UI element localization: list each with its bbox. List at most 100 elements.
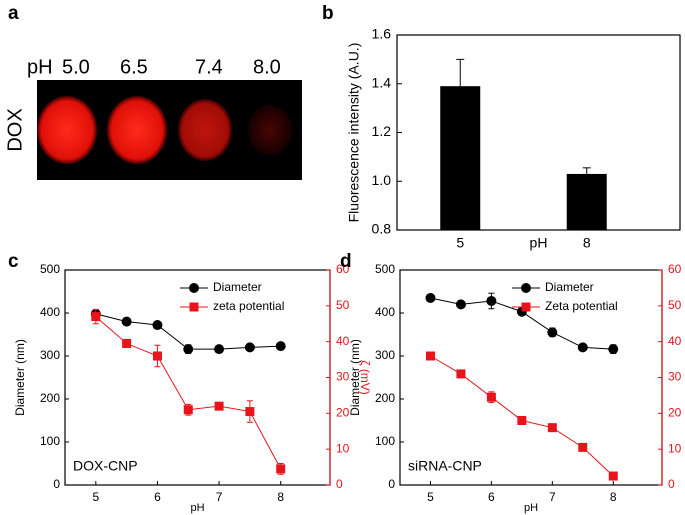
y2-tick-label: 30 (336, 370, 350, 384)
y2-tick-label: 60 (668, 262, 682, 276)
y-tick-label: 200 (375, 391, 395, 405)
marker (486, 295, 497, 306)
ph-value: 7.4 (195, 56, 223, 78)
marker (517, 416, 527, 425)
well (37, 96, 97, 164)
marker (183, 344, 194, 355)
x-tick-label: 5 (427, 490, 434, 504)
y2-tick-label: 10 (336, 441, 350, 455)
x-axis-label: pH (524, 502, 538, 514)
marker (152, 351, 162, 361)
panel-letter: b (322, 3, 334, 24)
y-axis-label: Diameter (nm) (13, 339, 27, 416)
y-tick-label: 0.8 (372, 221, 392, 237)
well (178, 99, 232, 161)
well (248, 105, 292, 155)
annotation: siRNA-CNP (408, 458, 482, 474)
y2-tick-label: 0 (336, 477, 343, 491)
y2-tick-label: 50 (336, 298, 350, 312)
y-axis-label: Diameter (nm) (348, 339, 362, 416)
y-tick-label: 100 (375, 434, 395, 448)
marker (214, 344, 225, 355)
x-tick-label: 8 (610, 490, 617, 504)
y2-tick-label: 0 (668, 477, 675, 491)
y-tick-label: 500 (40, 262, 60, 276)
marker (547, 423, 557, 433)
x-tick-label: 7 (216, 490, 223, 504)
y-tick-label: 1.6 (372, 26, 392, 42)
marker (577, 342, 588, 353)
y-tick-label: 500 (375, 262, 395, 276)
bar (566, 173, 607, 230)
marker (183, 405, 193, 415)
marker (244, 342, 255, 353)
plot-frame (64, 269, 331, 486)
marker (425, 351, 435, 361)
y2-tick-label: 30 (668, 370, 682, 384)
y2-tick-label: 40 (336, 334, 350, 348)
marker (91, 312, 101, 322)
marker (276, 464, 286, 474)
panel-letter: a (8, 3, 19, 24)
y-tick-label: 400 (40, 305, 60, 319)
legend-marker (189, 302, 199, 312)
y2-tick-label: 20 (336, 406, 350, 420)
x-tick-label: 5 (456, 235, 464, 251)
ph-value: 6.5 (120, 56, 148, 78)
x-tick-label: 8 (583, 235, 591, 251)
y2-tick-label: 50 (668, 298, 682, 312)
y-tick-label: 400 (375, 305, 395, 319)
marker (214, 401, 224, 411)
y2-tick-label: 40 (668, 334, 682, 348)
marker (122, 338, 132, 348)
y-tick-label: 200 (40, 391, 60, 405)
legend-label: Diameter (545, 280, 594, 294)
marker (275, 341, 286, 352)
y2-tick-label: 10 (668, 441, 682, 455)
legend-label: zeta potential (213, 299, 284, 313)
marker (486, 392, 496, 402)
marker (456, 369, 466, 379)
panel-letter: d (340, 251, 352, 272)
marker (425, 292, 436, 303)
legend-label: Zeta potential (545, 299, 618, 313)
panel-letter: c (8, 251, 19, 272)
legend-marker (521, 302, 531, 312)
legend-marker (189, 283, 199, 293)
x-tick-label: 6 (488, 490, 495, 504)
x-axis-label: pH (530, 235, 548, 251)
y-tick-label: 0 (53, 477, 60, 491)
marker (578, 442, 588, 452)
plot-frame (399, 269, 663, 486)
x-tick-label: 6 (154, 490, 161, 504)
marker (245, 407, 255, 417)
legend-label: Diameter (213, 280, 262, 294)
row-label: DOX (4, 108, 26, 151)
ph-value: 5.0 (62, 56, 90, 78)
bar (440, 86, 481, 230)
y-tick-label: 100 (40, 434, 60, 448)
y-tick-label: 0 (388, 477, 395, 491)
y2-tick-label: 60 (336, 262, 350, 276)
y-tick-label: 1.0 (372, 172, 392, 188)
well (107, 96, 167, 164)
marker (608, 471, 618, 481)
y2-tick-label: 20 (668, 406, 682, 420)
marker (121, 316, 132, 327)
marker (152, 320, 163, 331)
x-axis-label: pH (190, 502, 204, 514)
y-tick-label: 1.4 (372, 74, 392, 90)
x-tick-label: 8 (277, 490, 284, 504)
marker (608, 344, 619, 355)
ph-value: 8.0 (253, 56, 281, 78)
y2-axis-label: ζ (mV) (358, 360, 372, 395)
y-axis-label: Fluorescence intensity (A.U.) (346, 43, 362, 223)
annotation: DOX-CNP (73, 458, 138, 474)
x-tick-label: 5 (92, 490, 99, 504)
marker (547, 327, 558, 338)
y-tick-label: 300 (375, 348, 395, 362)
ph-label: pH (27, 56, 53, 78)
legend-marker (521, 283, 531, 293)
